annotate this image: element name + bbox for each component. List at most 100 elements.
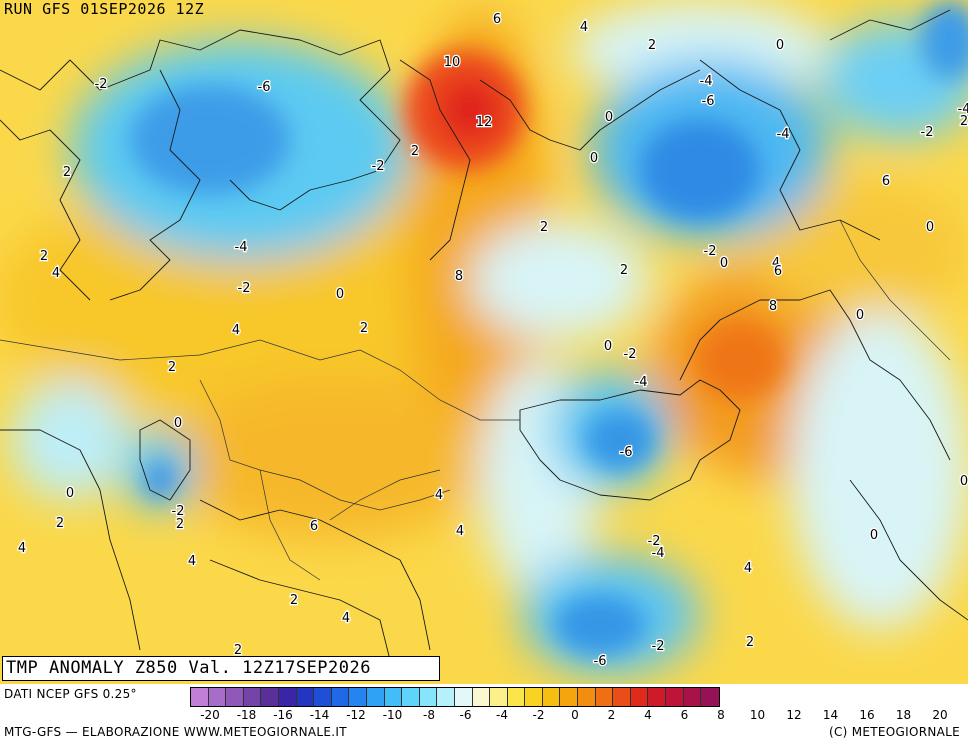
map-value-label: 2: [746, 635, 754, 650]
map-value-label: 6: [493, 12, 501, 27]
map-value-label: 2: [620, 263, 628, 278]
map-value-label: -6: [702, 94, 715, 109]
legend-tick: 20: [932, 708, 948, 722]
map-value-label: -2: [652, 639, 665, 654]
map-value-label: 8: [769, 299, 777, 314]
map-value-label: 2: [234, 643, 242, 658]
legend-tick: 8: [717, 708, 725, 722]
map-value-label: 4: [435, 488, 443, 503]
map-value-label: -2: [95, 77, 108, 92]
map-value-label: 4: [744, 561, 752, 576]
legend-swatch: [437, 688, 455, 706]
map-value-label: -4: [652, 546, 665, 561]
legend-swatch: [542, 688, 561, 706]
legend-tick-labels: -20 -18 -16 -14 -12 -10 -8 -6 -4 -2 0 2 4 6 8 10 12 14 16 1…: [190, 708, 968, 722]
anomaly-cores: [130, 0, 968, 655]
legend-tick: 6: [680, 708, 689, 722]
legend-tick: 18: [895, 708, 912, 722]
map-value-label: 8: [455, 269, 463, 284]
map-value-label: 6: [882, 174, 890, 189]
legend-swatch: [490, 688, 508, 706]
map-value-label: -4: [635, 375, 648, 390]
legend-tick: -2: [532, 708, 545, 722]
map-value-label: 0: [66, 486, 74, 501]
map-value-label: 0: [926, 220, 934, 235]
legend-tick: -16: [273, 708, 293, 722]
legend-swatch: [243, 688, 262, 706]
map-value-label: 4: [52, 266, 60, 281]
map-value-label: -4: [958, 102, 968, 117]
legend-swatch: [208, 688, 227, 706]
legend-swatch: [314, 688, 332, 706]
map-value-label: 0: [720, 256, 728, 271]
legend-swatch: [349, 688, 367, 706]
map-value-label: -2: [172, 504, 185, 519]
credit-left: MTG-GFS — ELABORAZIONE WWW.METEOGIORNALE…: [4, 725, 347, 739]
legend-tick: 12: [786, 708, 802, 722]
legend-swatch: [595, 688, 614, 706]
map-value-label: 0: [776, 38, 784, 53]
legend-tick: -20: [200, 708, 220, 722]
color-legend: [190, 687, 720, 707]
legend-swatch: [507, 688, 526, 706]
map-value-label: -2: [921, 125, 934, 140]
legend-swatch: [331, 688, 350, 706]
map-title: TMP ANOMALY Z850 Val. 12Z17SEP2026: [2, 656, 440, 681]
map-value-label: 2: [540, 220, 548, 235]
credit-right: (C) METEOGIORNALE: [828, 725, 960, 739]
map-value-label: 0: [856, 308, 864, 323]
map-value-label: -2: [648, 534, 661, 549]
legend-swatch: [648, 688, 667, 706]
source-label: DATI NCEP GFS 0.25°: [4, 687, 137, 701]
map-value-label: 4: [456, 524, 464, 539]
map-value-label: 0: [590, 151, 598, 166]
map-value-label: 12: [476, 115, 493, 130]
legend-swatch: [402, 688, 420, 706]
legend-tick: -18: [236, 708, 257, 722]
map-value-label: -6: [258, 80, 271, 95]
legend-tick: 2: [607, 708, 616, 722]
map-value-label: 4: [342, 611, 350, 626]
legend-swatch: [666, 688, 684, 706]
map-value-label: 2: [960, 114, 968, 129]
legend-swatch: [366, 688, 385, 706]
legend-tick: -8: [423, 708, 435, 722]
map-value-label: -2: [238, 281, 251, 296]
legend-swatch: [278, 688, 297, 706]
map-value-label: 2: [648, 38, 656, 53]
legend-swatch: [454, 688, 473, 706]
map-value-label: 2: [56, 516, 64, 531]
run-label: RUN GFS 01SEP2026 12Z: [4, 0, 204, 18]
legend-swatch: [525, 688, 543, 706]
map-value-label: 10: [444, 55, 461, 70]
map-value-label: 0: [336, 287, 344, 302]
legend-swatch: [261, 688, 279, 706]
legend-swatch: [191, 688, 209, 706]
map-value-label: -2: [704, 244, 717, 259]
map-value-label: 2: [63, 165, 71, 180]
map-value-label: -2: [624, 347, 637, 362]
legend-swatch: [683, 688, 702, 706]
legend-swatch: [630, 688, 649, 706]
map-value-label: 2: [40, 249, 48, 264]
map-value-label: 6: [774, 264, 782, 279]
legend-tick: -14: [309, 708, 330, 722]
map-value-label: 0: [605, 110, 613, 125]
legend-tick: 10: [749, 708, 766, 722]
legend-tick: -10: [382, 708, 403, 722]
map-value-label: 4: [580, 20, 588, 35]
legend-tick: -6: [459, 708, 472, 722]
legend-swatch: [613, 688, 631, 706]
legend-tick: 14: [822, 708, 839, 722]
map-value-label: -4: [700, 74, 713, 89]
legend-swatch: [384, 688, 403, 706]
map-value-label: 4: [18, 541, 26, 556]
footer: DATI NCEP GFS 0.25° -20 -18 -16 -14 -12 -10 -8…: [0, 684, 968, 745]
map-value-label: -6: [594, 654, 607, 669]
legend-swatch: [226, 688, 244, 706]
legend-tick: 16: [859, 708, 875, 722]
legend-swatch: [578, 688, 596, 706]
map-value-label: -6: [620, 445, 633, 460]
legend-swatch: [701, 688, 719, 706]
